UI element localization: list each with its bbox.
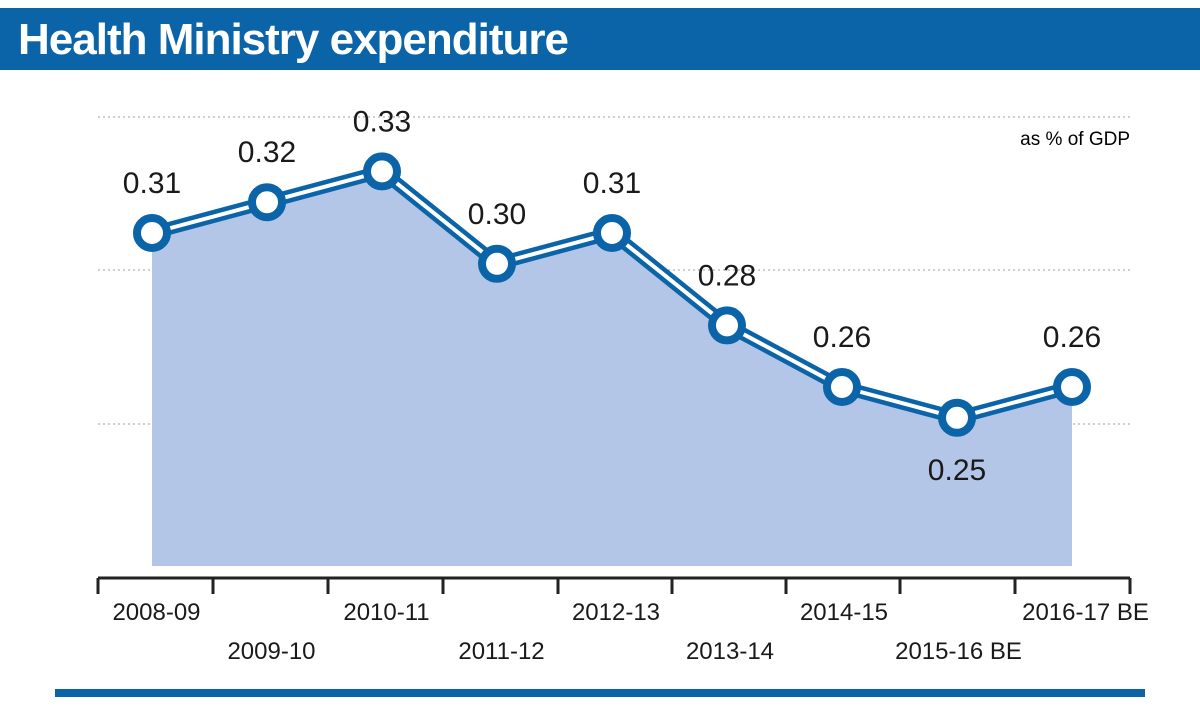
unit-label: as % of GDP <box>1020 129 1130 150</box>
area-fill <box>152 171 1072 566</box>
footer-rule <box>55 689 1145 697</box>
data-label: 0.26 <box>813 321 871 354</box>
x-tick-label: 2010-11 <box>343 599 429 626</box>
x-tick-label: 2016-17 BE <box>1022 599 1149 626</box>
data-point-marker <box>478 244 516 283</box>
data-label: 0.32 <box>238 136 296 169</box>
data-point-marker <box>938 398 976 437</box>
data-point-marker <box>133 214 171 252</box>
chart-title: Health Ministry expenditure <box>18 15 569 64</box>
data-label: 0.30 <box>468 198 526 231</box>
data-label: 0.28 <box>698 259 756 292</box>
data-markers <box>133 152 1091 437</box>
x-tick-label: 2015-16 BE <box>895 638 1022 665</box>
data-point-marker <box>708 306 746 345</box>
x-tick-label: 2013-14 <box>686 638 774 665</box>
data-label: 0.31 <box>123 167 181 200</box>
x-tick-label: 2011-12 <box>458 638 544 665</box>
x-axis: 2008-09 2009-10 2010-11 2011-12 2012-13 2013-… <box>96 576 1149 665</box>
x-tick-label: 2014-15 <box>800 599 888 626</box>
x-tick-label: 2009-10 <box>227 638 315 665</box>
data-label: 0.25 <box>928 454 986 487</box>
data-label: 0.33 <box>353 105 411 138</box>
title-background <box>0 8 1200 70</box>
data-point-marker <box>248 183 286 222</box>
title-bar: Health Ministry expenditure <box>0 0 1200 70</box>
data-labels: 0.31 0.32 0.33 0.30 0.31 0.28 0.26 0.25 0.26 <box>123 105 1101 486</box>
data-point-marker <box>363 152 401 191</box>
data-point-marker <box>593 214 631 252</box>
x-tick-label: 2012-13 <box>572 599 660 626</box>
data-label: 0.31 <box>583 167 641 200</box>
data-point-marker <box>823 368 861 406</box>
x-tick-label: 2008-09 <box>112 599 200 626</box>
data-point-marker <box>1053 368 1091 406</box>
data-label: 0.26 <box>1043 321 1101 354</box>
